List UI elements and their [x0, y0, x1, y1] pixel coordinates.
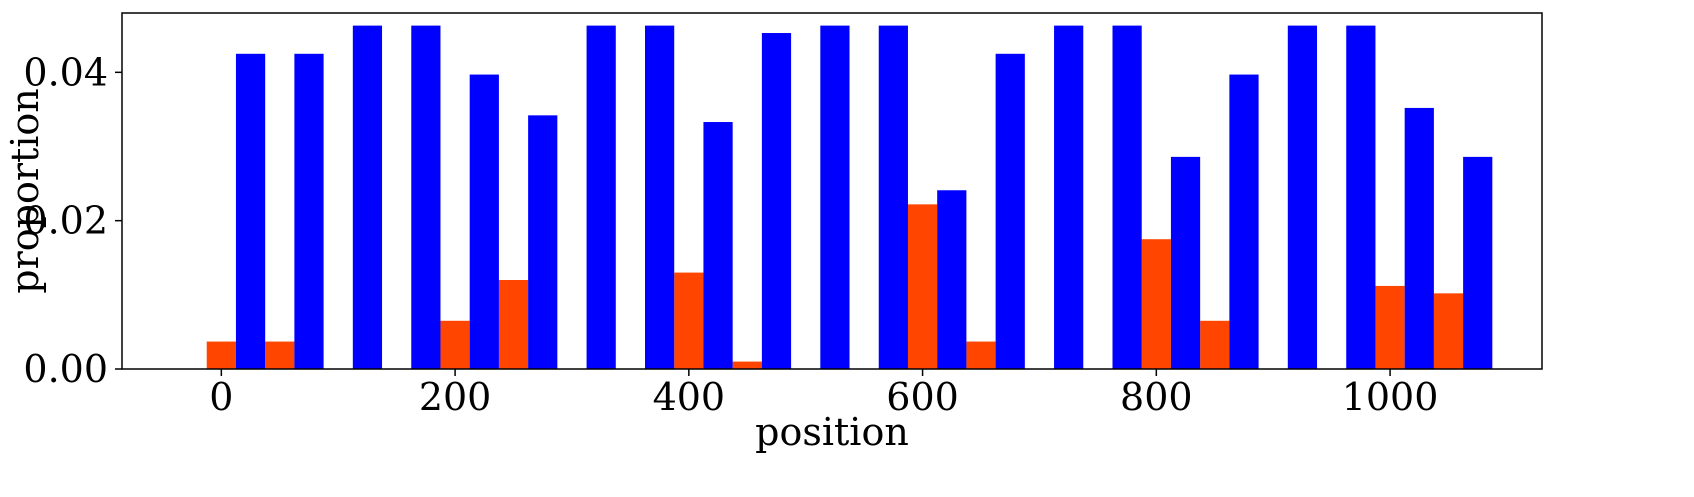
- bar-series2-x175: [411, 25, 441, 369]
- bar-series2-x875: [1229, 74, 1259, 369]
- bar-series2-x275: [528, 115, 558, 369]
- bar-series1-x600: [907, 204, 938, 369]
- bar-series1-x850: [1200, 320, 1230, 369]
- y-tick-label: 0.02: [23, 199, 108, 243]
- x-tick-label: 400: [653, 375, 726, 419]
- bar-series1-x200: [440, 320, 470, 369]
- plot-frame: [121, 12, 1543, 370]
- bar-series1-x800: [1141, 239, 1171, 369]
- bar-series2-x125: [352, 25, 383, 369]
- bar-series2-x775: [1112, 25, 1142, 369]
- bar-series2-x675: [995, 53, 1025, 370]
- y-axis-ticks: 0.00 0.02 0.04: [23, 50, 122, 391]
- bar-series1-x400: [674, 272, 704, 369]
- x-axis-label: position: [755, 410, 909, 454]
- bar-series2-x475: [761, 33, 792, 370]
- bar-series2-x525: [820, 25, 850, 369]
- x-tick-label: 600: [886, 375, 959, 419]
- x-axis-ticks: 0 200 400 600 800 1000: [209, 369, 1438, 419]
- bar-series2-x625: [937, 190, 967, 369]
- y-axis-label: proportion: [3, 88, 47, 294]
- bar-series2-x325: [586, 25, 616, 369]
- bar-series1-x50: [265, 341, 295, 369]
- bar-series1-x250: [498, 280, 529, 369]
- x-tick-label: 0: [209, 375, 233, 419]
- bar-series1-x1050: [1433, 293, 1464, 369]
- bar-series2-x425: [703, 122, 733, 370]
- bar-series2-x825: [1170, 156, 1201, 369]
- x-tick-label: 1000: [1342, 375, 1439, 419]
- y-tick-label: 0.04: [23, 50, 108, 94]
- bar-series2-x925: [1287, 25, 1318, 369]
- bar-series2-x225: [469, 74, 499, 369]
- x-tick-label: 800: [1120, 375, 1193, 419]
- bar-series2-x25: [235, 53, 266, 370]
- bar-series2-x75: [294, 53, 324, 370]
- bar-series2-x1025: [1404, 107, 1434, 369]
- y-tick-label: 0.00: [23, 347, 108, 391]
- bar-series2-x1075: [1463, 156, 1493, 369]
- bar-series1-x450: [732, 361, 762, 369]
- bars-layer: [206, 25, 1493, 370]
- bar-series1-x650: [966, 341, 996, 369]
- bar-series1-x1000: [1375, 285, 1405, 369]
- bar-series2-x575: [878, 25, 908, 369]
- bar-series1-x0: [206, 341, 236, 369]
- bar-series2-x375: [645, 25, 675, 369]
- bar-series2-x975: [1346, 25, 1376, 369]
- bar-series2-x725: [1054, 25, 1084, 369]
- x-tick-label: 200: [419, 375, 492, 419]
